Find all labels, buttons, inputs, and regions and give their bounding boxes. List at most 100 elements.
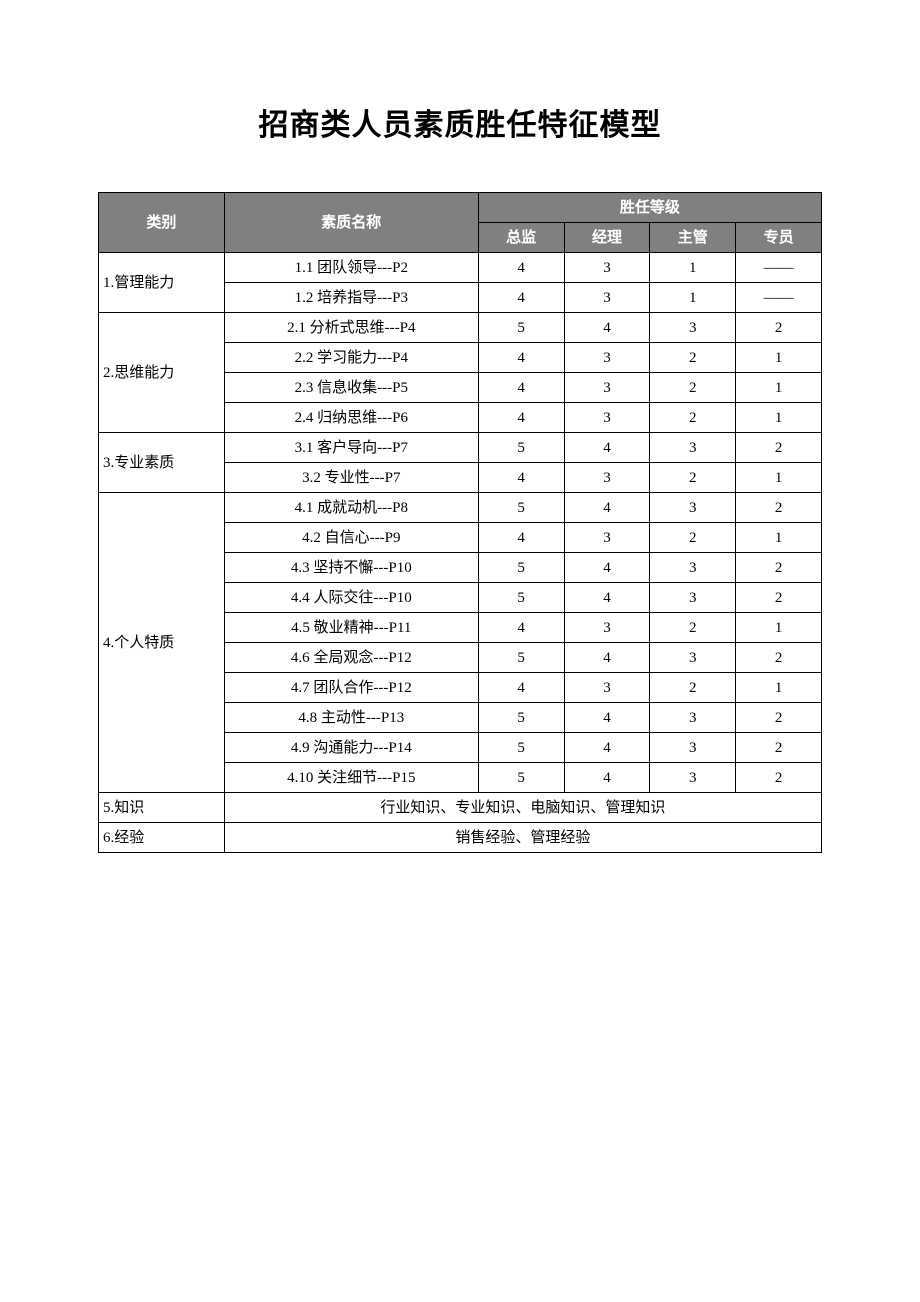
quality-cell: 2.1 分析式思维---P4 bbox=[224, 313, 478, 343]
category-cell: 5.知识 bbox=[99, 793, 225, 823]
score-cell: 3 bbox=[564, 373, 650, 403]
score-cell: 2 bbox=[650, 343, 736, 373]
score-cell: 3 bbox=[650, 553, 736, 583]
score-cell: 5 bbox=[478, 643, 564, 673]
category-cell: 3.专业素质 bbox=[99, 433, 225, 493]
quality-cell: 4.1 成就动机---P8 bbox=[224, 493, 478, 523]
score-cell: 3 bbox=[564, 613, 650, 643]
score-cell: 1 bbox=[736, 343, 822, 373]
quality-cell: 2.3 信息收集---P5 bbox=[224, 373, 478, 403]
quality-cell: 2.2 学习能力---P4 bbox=[224, 343, 478, 373]
score-cell: 4 bbox=[564, 643, 650, 673]
document-page: 招商类人员素质胜任特征模型 类别 素质名称 胜任等级 总监 经理 主管 专员 1… bbox=[0, 0, 920, 1302]
score-cell: 4 bbox=[478, 523, 564, 553]
score-cell: 4 bbox=[478, 343, 564, 373]
merged-text-cell: 销售经验、管理经验 bbox=[224, 823, 821, 853]
score-cell: —— bbox=[736, 253, 822, 283]
quality-cell: 4.7 团队合作---P12 bbox=[224, 673, 478, 703]
score-cell: 4 bbox=[564, 733, 650, 763]
quality-cell: 4.6 全局观念---P12 bbox=[224, 643, 478, 673]
score-cell: 3 bbox=[650, 763, 736, 793]
score-cell: 2 bbox=[736, 493, 822, 523]
quality-cell: 1.2 培养指导---P3 bbox=[224, 283, 478, 313]
quality-cell: 4.9 沟通能力---P14 bbox=[224, 733, 478, 763]
quality-cell: 4.10 关注细节---P15 bbox=[224, 763, 478, 793]
table-row: 2.思维能力2.1 分析式思维---P45432 bbox=[99, 313, 822, 343]
score-cell: 3 bbox=[650, 313, 736, 343]
score-cell: 4 bbox=[564, 493, 650, 523]
quality-cell: 3.2 专业性---P7 bbox=[224, 463, 478, 493]
table-row: 3.专业素质3.1 客户导向---P75432 bbox=[99, 433, 822, 463]
score-cell: 3 bbox=[650, 643, 736, 673]
quality-cell: 4.3 坚持不懈---P10 bbox=[224, 553, 478, 583]
score-cell: 3 bbox=[650, 733, 736, 763]
score-cell: 1 bbox=[736, 673, 822, 703]
score-cell: 3 bbox=[564, 253, 650, 283]
score-cell: 2 bbox=[736, 583, 822, 613]
category-cell: 4.个人特质 bbox=[99, 493, 225, 793]
score-cell: 3 bbox=[650, 433, 736, 463]
competency-table: 类别 素质名称 胜任等级 总监 经理 主管 专员 1.管理能力1.1 团队领导-… bbox=[98, 192, 822, 853]
table-row: 1.管理能力1.1 团队领导---P2431—— bbox=[99, 253, 822, 283]
score-cell: 5 bbox=[478, 763, 564, 793]
score-cell: 4 bbox=[564, 763, 650, 793]
th-level-2: 主管 bbox=[650, 223, 736, 253]
score-cell: 2 bbox=[650, 463, 736, 493]
th-level-group: 胜任等级 bbox=[478, 193, 821, 223]
quality-cell: 3.1 客户导向---P7 bbox=[224, 433, 478, 463]
score-cell: 2 bbox=[736, 553, 822, 583]
score-cell: 2 bbox=[650, 403, 736, 433]
quality-cell: 4.5 敬业精神---P11 bbox=[224, 613, 478, 643]
score-cell: 5 bbox=[478, 733, 564, 763]
th-quality: 素质名称 bbox=[224, 193, 478, 253]
score-cell: 4 bbox=[564, 703, 650, 733]
category-cell: 2.思维能力 bbox=[99, 313, 225, 433]
score-cell: 4 bbox=[478, 613, 564, 643]
quality-cell: 4.2 自信心---P9 bbox=[224, 523, 478, 553]
score-cell: 4 bbox=[564, 433, 650, 463]
score-cell: 2 bbox=[736, 733, 822, 763]
score-cell: 2 bbox=[650, 373, 736, 403]
quality-cell: 2.4 归纳思维---P6 bbox=[224, 403, 478, 433]
table-row: 4.个人特质4.1 成就动机---P85432 bbox=[99, 493, 822, 523]
th-category: 类别 bbox=[99, 193, 225, 253]
score-cell: 3 bbox=[564, 523, 650, 553]
score-cell: 1 bbox=[650, 283, 736, 313]
table-row: 5.知识行业知识、专业知识、电脑知识、管理知识 bbox=[99, 793, 822, 823]
score-cell: 5 bbox=[478, 493, 564, 523]
score-cell: 5 bbox=[478, 583, 564, 613]
score-cell: 1 bbox=[736, 403, 822, 433]
table-body: 1.管理能力1.1 团队领导---P2431——1.2 培养指导---P3431… bbox=[99, 253, 822, 853]
score-cell: 2 bbox=[736, 313, 822, 343]
category-cell: 1.管理能力 bbox=[99, 253, 225, 313]
score-cell: 5 bbox=[478, 313, 564, 343]
score-cell: 3 bbox=[650, 703, 736, 733]
score-cell: 1 bbox=[736, 373, 822, 403]
page-title: 招商类人员素质胜任特征模型 bbox=[98, 100, 822, 144]
score-cell: 5 bbox=[478, 703, 564, 733]
score-cell: 1 bbox=[736, 613, 822, 643]
quality-cell: 4.4 人际交往---P10 bbox=[224, 583, 478, 613]
score-cell: 1 bbox=[650, 253, 736, 283]
score-cell: 2 bbox=[736, 643, 822, 673]
score-cell: 3 bbox=[564, 673, 650, 703]
th-level-1: 经理 bbox=[564, 223, 650, 253]
score-cell: 2 bbox=[736, 763, 822, 793]
score-cell: 4 bbox=[478, 673, 564, 703]
score-cell: 3 bbox=[564, 343, 650, 373]
score-cell: 4 bbox=[478, 373, 564, 403]
score-cell: 3 bbox=[564, 403, 650, 433]
score-cell: 5 bbox=[478, 553, 564, 583]
score-cell: 2 bbox=[650, 523, 736, 553]
th-level-0: 总监 bbox=[478, 223, 564, 253]
score-cell: 2 bbox=[736, 433, 822, 463]
th-level-3: 专员 bbox=[736, 223, 822, 253]
score-cell: 1 bbox=[736, 463, 822, 493]
score-cell: 4 bbox=[564, 313, 650, 343]
score-cell: 4 bbox=[478, 283, 564, 313]
quality-cell: 1.1 团队领导---P2 bbox=[224, 253, 478, 283]
score-cell: 5 bbox=[478, 433, 564, 463]
score-cell: 3 bbox=[650, 583, 736, 613]
category-cell: 6.经验 bbox=[99, 823, 225, 853]
score-cell: 4 bbox=[564, 583, 650, 613]
